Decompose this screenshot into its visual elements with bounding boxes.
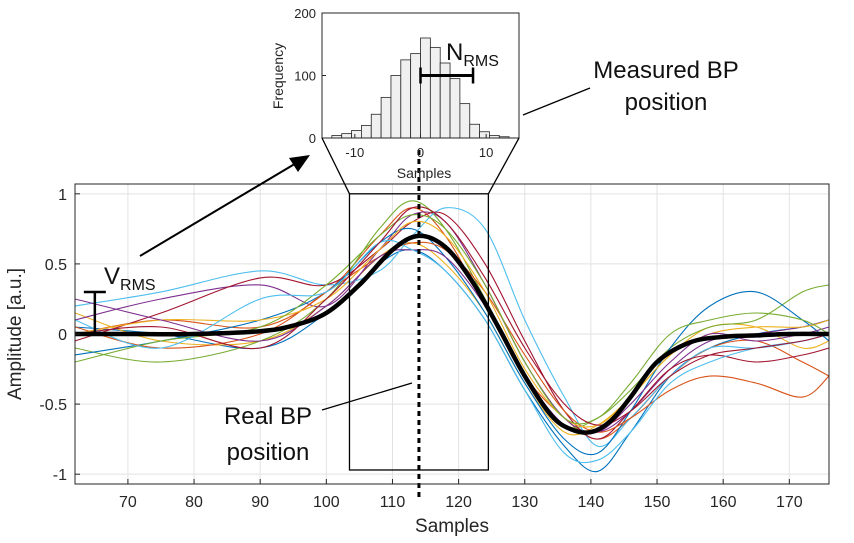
main-xtick-label-160: 160 <box>710 494 737 511</box>
noisy-trace-6 <box>74 207 830 447</box>
main-y-ticks: -1 -0.5 0 0.5 1 <box>39 187 80 484</box>
noisy-trace-8 <box>74 227 830 456</box>
inset-bar-9 <box>410 53 421 139</box>
noisy-trace-14 <box>74 206 830 426</box>
main-chart: 70 80 90 100 110 120 130 140 150 160 170 -1 -0.5 0 0.… <box>5 150 830 537</box>
inset-bar-2 <box>341 133 352 139</box>
inset-ytick-label-100: 100 <box>294 69 316 84</box>
inset-x-ticks: -10 0 10 <box>345 134 493 160</box>
main-xtick-label-170: 170 <box>776 494 803 511</box>
main-ytick-label-1: -0.5 <box>39 397 67 414</box>
v-rms-arrow-shaft <box>139 161 299 257</box>
inset-bar-10 <box>420 37 431 139</box>
main-ytick-label-3: 0.5 <box>45 257 67 274</box>
main-xtick-label-100: 100 <box>313 494 340 511</box>
main-xtick-label-150: 150 <box>644 494 671 511</box>
main-xtick-label-70: 70 <box>119 494 137 511</box>
main-y-axis-label: Amplitude [a.u.] <box>5 268 26 400</box>
main-mean-waveform <box>75 233 830 435</box>
inset-bar-5 <box>370 113 382 139</box>
inset-bar-3 <box>351 130 362 139</box>
noisy-trace-13 <box>74 239 830 464</box>
inset-histogram: -10 0 10 0 100 200 Samples Frequency <box>270 6 520 181</box>
connector-left <box>321 137 351 195</box>
main-xtick-label-80: 80 <box>185 494 203 511</box>
main-ytick-label-2: 0 <box>58 327 67 344</box>
inset-bar-15 <box>469 123 481 139</box>
v-rms-label: VRMS <box>104 263 156 294</box>
inset-ytick-label-200: 200 <box>294 6 316 21</box>
inset-bar-8 <box>400 59 412 139</box>
main-xtick-label-90: 90 <box>251 494 269 511</box>
inset-bar-6 <box>380 96 392 139</box>
inset-bar-7 <box>390 75 402 139</box>
inset-markers <box>419 67 475 84</box>
inset-y-axis-label: Frequency <box>270 43 286 109</box>
mean-waveform-line <box>75 233 830 435</box>
main-ytick-label-4: 1 <box>58 187 67 204</box>
measured-bp-pointer <box>522 87 591 116</box>
measured-bp-label-line2: position <box>625 89 708 116</box>
noisy-trace-7 <box>74 211 830 440</box>
measured-bp-label-line1: Measured BP <box>593 57 738 84</box>
main-xtick-label-140: 140 <box>578 494 605 511</box>
inset-ytick-label-0: 0 <box>309 131 316 146</box>
inset-y-ticks: 0 100 200 <box>294 6 326 146</box>
noisy-trace-12 <box>74 214 830 425</box>
zoom-connectors <box>321 137 520 195</box>
main-xtick-label-110: 110 <box>380 494 406 511</box>
real-bp-label-line2: position <box>227 439 310 466</box>
inset-bar-11 <box>429 46 441 139</box>
noisy-trace-10 <box>74 220 830 428</box>
real-bp-pointer <box>321 382 413 411</box>
inset-xtick-label-10: 10 <box>479 145 493 160</box>
main-markers <box>83 150 421 500</box>
inset-bars <box>331 37 510 139</box>
inset-bar-13 <box>449 78 461 139</box>
v-rms-arrow-head <box>289 155 310 172</box>
inset-bar-4 <box>360 125 372 139</box>
annotations: NRMS VRMS Measured BP position Real BP p… <box>104 39 739 466</box>
main-ytick-label-0: -1 <box>53 467 67 484</box>
main-xtick-label-130: 130 <box>511 494 538 511</box>
main-x-ticks: 70 80 90 100 110 120 130 140 150 160 170 <box>119 479 803 511</box>
n-rms-label: NRMS <box>446 39 499 70</box>
real-bp-label-line1: Real BP <box>224 403 312 430</box>
inset-xtick-label--10: -10 <box>345 145 364 160</box>
main-x-axis-label: Samples <box>415 516 489 537</box>
noisy-trace-9 <box>74 241 830 433</box>
main-xtick-label-120: 120 <box>445 494 472 511</box>
inset-bar-14 <box>459 103 471 139</box>
main-noisy-traces <box>74 200 830 473</box>
inset-x-axis-label: Samples <box>397 165 451 181</box>
inset-xtick-label-0: 0 <box>417 145 424 160</box>
inset-bar-16 <box>479 131 490 139</box>
connector-right <box>487 137 520 195</box>
